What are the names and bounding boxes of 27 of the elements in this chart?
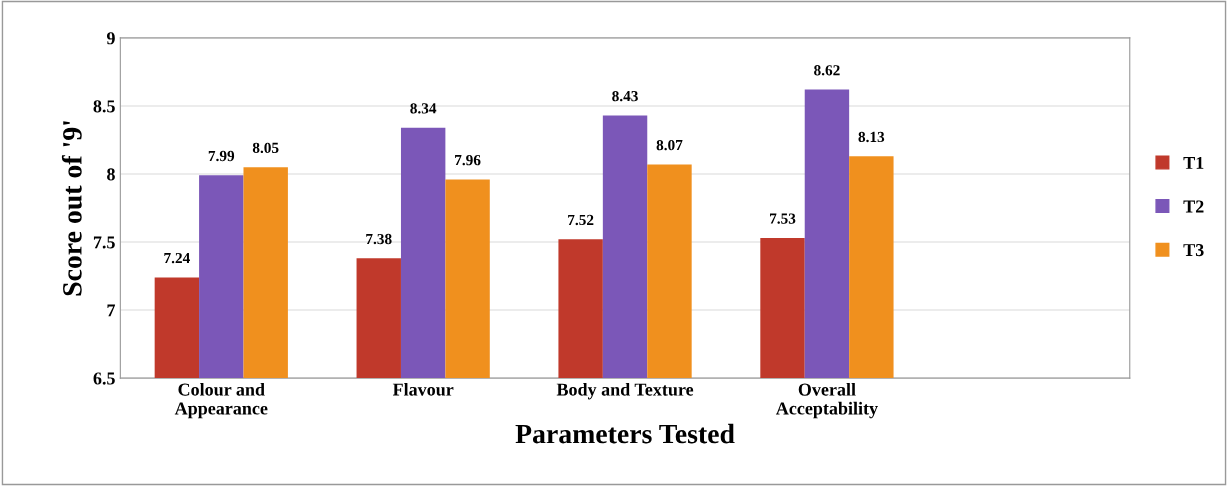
data-label: 8.05	[252, 142, 279, 154]
x-axis-title: Parameters Tested	[515, 423, 735, 444]
data-label: 7.38	[366, 233, 392, 245]
y-tick-label: 7	[107, 304, 116, 317]
y-tick-label: 7.5	[93, 236, 115, 249]
x-tick-label: Flavour	[392, 382, 454, 396]
data-label: 8.07	[656, 139, 683, 151]
data-label: 7.96	[455, 154, 481, 166]
x-tick-label: Colour and Appearance	[174, 382, 268, 419]
data-label: 8.43	[612, 90, 638, 102]
y-tick-label: 8.5	[93, 100, 115, 113]
data-label: 8.13	[858, 131, 885, 143]
legend-label: T3	[1183, 244, 1204, 257]
y-axis-title: Score out of '9'	[61, 121, 82, 296]
y-tick-label: 6.5	[93, 372, 115, 385]
data-label: 7.53	[770, 213, 796, 224]
legend-label: T2	[1183, 200, 1204, 213]
legend-label: T1	[1183, 156, 1204, 169]
x-tick-label: Body and Texture	[556, 382, 694, 400]
y-tick-label: 9	[106, 32, 115, 45]
data-label: 7.52	[568, 214, 594, 226]
data-label: 8.62	[814, 65, 840, 76]
y-tick-label: 8	[107, 168, 115, 181]
data-label: 7.99	[208, 150, 235, 162]
data-label: 8.34	[410, 103, 437, 114]
data-label: 7.24	[164, 252, 190, 264]
x-tick-label: Overall Acceptability	[775, 382, 878, 419]
